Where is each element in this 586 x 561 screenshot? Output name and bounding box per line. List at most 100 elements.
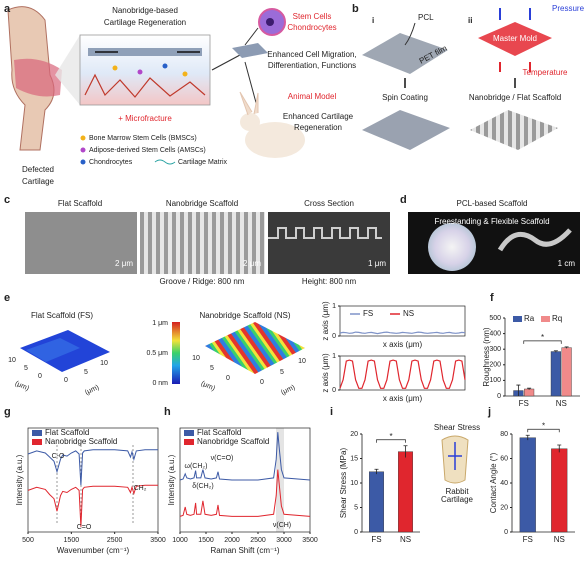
pet-film bbox=[362, 33, 448, 74]
y-tick-label: 20 bbox=[500, 504, 508, 511]
caption: Groove / Ridge: 800 nm bbox=[160, 277, 245, 286]
y-axis-label: z axis (μm) bbox=[321, 353, 330, 393]
data-line bbox=[179, 469, 311, 517]
step-label: i bbox=[372, 16, 374, 25]
legend-label: Rq bbox=[552, 314, 562, 323]
scaffold-disc bbox=[428, 223, 476, 271]
y-tick-label: 1 bbox=[332, 303, 336, 310]
sem-flat bbox=[25, 212, 137, 274]
y-axis-label: Intensity (a.u.) bbox=[167, 454, 176, 505]
y-axis-label: Roughness (nm) bbox=[482, 327, 491, 386]
significance-label: * bbox=[541, 333, 544, 342]
peak-annotation: δ(CH₂) bbox=[192, 483, 213, 490]
x-tick-label: NS bbox=[554, 535, 565, 544]
x-tick-label: FS bbox=[523, 535, 533, 544]
y-tick-label: 5 bbox=[354, 504, 358, 511]
surface-tick-label: 5 bbox=[24, 365, 28, 372]
legend-swatch bbox=[32, 430, 42, 436]
panel-label: e bbox=[4, 292, 10, 304]
panel-label: h bbox=[164, 406, 171, 418]
peak-annotation: C=O bbox=[77, 524, 92, 531]
x-tick-label: FS bbox=[519, 399, 529, 408]
sem-nanobridge bbox=[140, 212, 265, 274]
x-tick-label: 1500 bbox=[198, 537, 214, 544]
microfracture-label: + Microfracture bbox=[118, 114, 172, 123]
x-tick-label: FS bbox=[371, 535, 381, 544]
effect-label: Enhanced Cartilage bbox=[283, 112, 354, 121]
scale-bar-label: 2 μm bbox=[243, 259, 261, 268]
x-tick-label: NS bbox=[400, 535, 411, 544]
x-axis-label: Raman Shift (cm⁻¹) bbox=[210, 546, 279, 555]
x-tick-label: 3000 bbox=[276, 537, 292, 544]
significance-bracket bbox=[527, 428, 560, 433]
panel-label: c bbox=[4, 194, 10, 206]
effect-label: Differentiation, Functions bbox=[268, 61, 356, 70]
legend-label: Flat Scaffold bbox=[45, 428, 89, 437]
x-tick-label: 2500 bbox=[250, 537, 266, 544]
legend-swatch bbox=[184, 430, 194, 436]
panel-b bbox=[362, 8, 558, 150]
rabbit-icon bbox=[245, 122, 305, 158]
surface-tick-label: 0 bbox=[38, 373, 42, 380]
data-line bbox=[339, 331, 466, 335]
x-tick-label: 500 bbox=[22, 537, 34, 544]
x-tick-label: 1000 bbox=[172, 537, 188, 544]
inset-label: Cartilage bbox=[441, 495, 474, 504]
plot-frame bbox=[339, 305, 466, 337]
panel-a bbox=[7, 6, 305, 165]
legend-label: Cartilage Matrix bbox=[178, 159, 228, 166]
surface-tick-label: 0 bbox=[226, 375, 230, 382]
panel-label: g bbox=[4, 406, 11, 418]
y-tick-label: 300 bbox=[489, 346, 501, 353]
panel-label: f bbox=[490, 292, 494, 304]
peak-annotation: ν(C=O) bbox=[211, 455, 234, 462]
effect-label: Regeneration bbox=[294, 123, 342, 132]
surface-tick-label: 0 bbox=[64, 377, 68, 384]
panel-label: i bbox=[330, 406, 333, 418]
peak-annotation: C-O bbox=[52, 453, 65, 460]
surface-title: Flat Scaffold (FS) bbox=[31, 311, 93, 320]
colorbar bbox=[172, 322, 180, 384]
y-tick-label: 1 bbox=[332, 353, 336, 360]
panel-title: Cartilage Regeneration bbox=[104, 18, 186, 27]
animal-model-label: Animal Model bbox=[288, 92, 337, 101]
x-axis-label: x axis (μm) bbox=[383, 394, 423, 403]
x-axis-label: Wavenumber (cm⁻¹) bbox=[57, 546, 130, 555]
defect-region bbox=[14, 58, 62, 97]
error-bar bbox=[527, 387, 532, 390]
x-tick-label: 1500 bbox=[64, 537, 80, 544]
x-tick-label: 3500 bbox=[302, 537, 318, 544]
master-mold bbox=[478, 22, 552, 56]
error-bar bbox=[564, 346, 569, 349]
y-axis-label: Contact Angle (°) bbox=[489, 452, 498, 513]
scale-bar-label: 1 cm bbox=[558, 259, 576, 268]
peak-annotation: CH₂ bbox=[134, 485, 147, 492]
y-tick-label: 60 bbox=[500, 455, 508, 462]
scale-bar-label: 2 μm bbox=[115, 259, 133, 268]
y-tick-label: 0 bbox=[332, 387, 336, 394]
scaffold-ridged bbox=[470, 110, 558, 150]
y-tick-label: 20 bbox=[350, 431, 358, 438]
step-label: ii bbox=[468, 16, 472, 25]
surface-tick-label: 0 bbox=[260, 379, 264, 386]
panel-label: j bbox=[487, 406, 491, 418]
panel-title: Nanobridge-based bbox=[112, 6, 178, 15]
legend-label: FS bbox=[363, 309, 373, 318]
image-title: Cross Section bbox=[304, 199, 354, 208]
data-line bbox=[339, 359, 466, 389]
y-tick-label: 80 bbox=[500, 431, 508, 438]
y-tick-label: 100 bbox=[489, 377, 501, 384]
image-title: Nanobridge Scaffold bbox=[166, 199, 238, 208]
plot-frame bbox=[27, 427, 159, 533]
error-bar bbox=[374, 468, 379, 475]
scale-bar-label: 1 μm bbox=[368, 259, 386, 268]
y-tick-label: 40 bbox=[500, 480, 508, 487]
knee-label: Cartilage bbox=[22, 177, 55, 186]
panel-label: a bbox=[4, 3, 11, 15]
pressure-label: Pressure bbox=[552, 4, 585, 13]
stem-cells-label: Stem Cells bbox=[293, 12, 332, 21]
error-bar bbox=[557, 444, 562, 453]
error-bar bbox=[525, 434, 530, 441]
y-tick-label: 0 bbox=[504, 529, 508, 536]
